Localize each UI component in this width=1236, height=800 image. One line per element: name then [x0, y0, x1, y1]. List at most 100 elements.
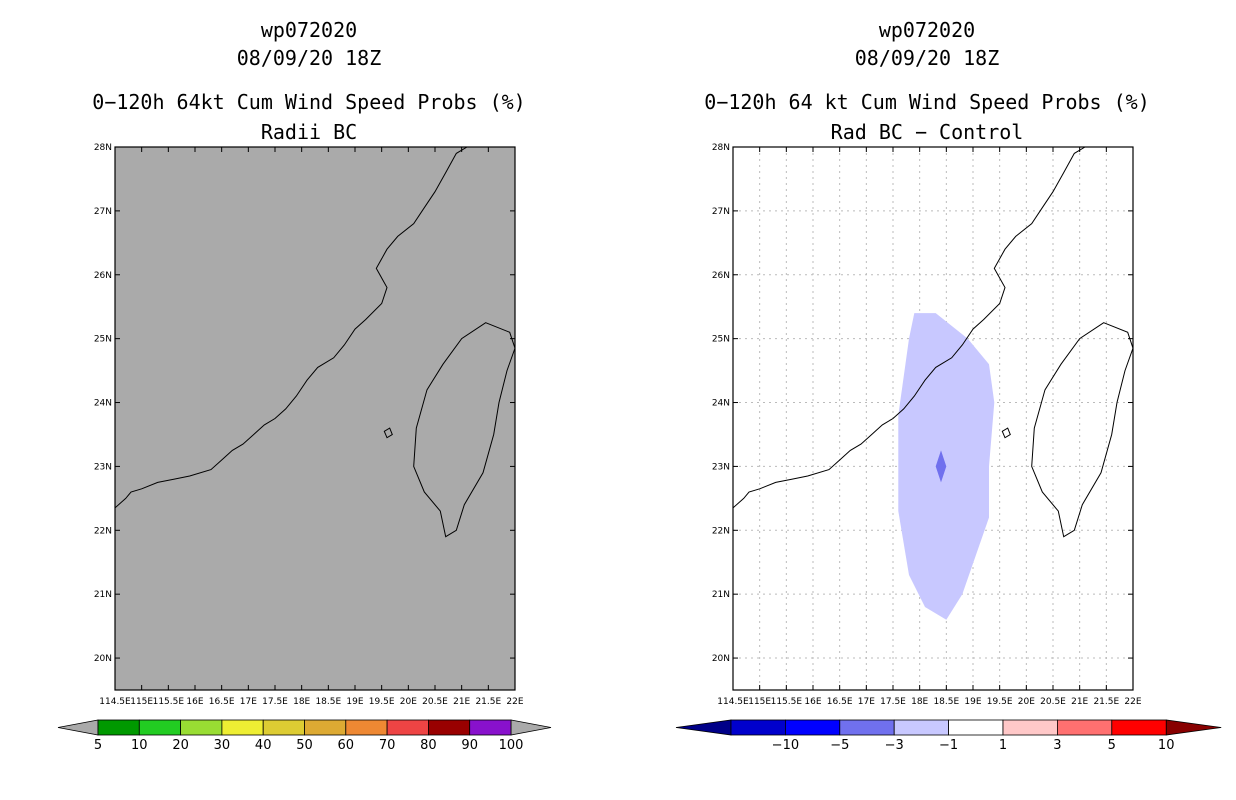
colorbar-label: −3 [885, 738, 904, 753]
x-tick-label: 19E [346, 697, 363, 707]
colorbar-label: 60 [338, 738, 355, 753]
coastline-island [1001, 427, 1011, 439]
left-map: 20N 21N 22N 23N 24N 25N 26N 27N 28N 114.5E 115E 115… [57, 143, 552, 753]
x-tick-label: 115E [748, 697, 771, 707]
panel-title-datetime: 08/09/20 18Z [236, 46, 382, 70]
colorbar-swatch [1111, 719, 1167, 736]
colorbar-end-left [675, 719, 732, 736]
colorbar-label: 30 [214, 738, 231, 753]
map-content [115, 147, 515, 538]
y-tick-label: 27N [712, 207, 730, 217]
y-tick-label: 20N [94, 654, 112, 664]
x-tick-label: 114.5E [717, 697, 749, 707]
x-tick-label: 16.5E [209, 697, 235, 707]
y-tick-label: 23N [94, 462, 112, 472]
colorbar-label: −1 [939, 738, 958, 753]
y-tick-label: 25N [94, 335, 112, 345]
colorbar-label: 100 [499, 738, 524, 753]
panel-subtitle: Radii BC [260, 120, 358, 144]
colorbar-label: 20 [172, 738, 189, 753]
right-panel: wp072020 08/09/20 18Z 0−120h 64 kt Cum W… [618, 0, 1236, 800]
x-tick-label: 20.5E [422, 697, 448, 707]
colorbar-label: 50 [296, 738, 313, 753]
colorbar-swatch [138, 719, 182, 736]
x-tick-label: 19.5E [987, 697, 1013, 707]
x-tick-label: 20E [400, 697, 417, 707]
colorbar-swatch [839, 719, 895, 736]
contour-region [898, 313, 995, 620]
colorbar-swatch [221, 719, 264, 736]
coastline-island [383, 427, 393, 439]
colorbar-end-right [510, 719, 552, 736]
colorbar-swatch [427, 719, 471, 736]
right-map: 20N 21N 22N 23N 24N 25N 26N 27N 28N 114.5E 115E 115… [675, 143, 1222, 753]
y-tick-label: 20N [712, 654, 730, 664]
x-tick-label: 21.5E [1093, 697, 1119, 707]
x-tick-label: 17.5E [880, 697, 906, 707]
y-tick-label: 27N [94, 207, 112, 217]
colorbar-label: 90 [461, 738, 478, 753]
x-tick-label: 18.5E [933, 697, 959, 707]
x-tick-label: 22E [1124, 697, 1141, 707]
x-tick-label: 21.5E [475, 697, 501, 707]
map-background [115, 147, 515, 690]
map-content [733, 147, 1133, 690]
x-tick-label: 18E [911, 697, 928, 707]
x-tick-label: 18E [293, 697, 310, 707]
colorbar-swatch [1056, 719, 1113, 736]
panel-title-datetime: 08/09/20 18Z [854, 46, 1000, 70]
colorbar-label: 10 [1158, 738, 1175, 753]
colorbar-swatch [304, 719, 347, 736]
coastline-taiwan [413, 322, 515, 538]
x-tick-label: 19.5E [369, 697, 395, 707]
map-frame [114, 146, 516, 691]
colorbar-swatch [730, 719, 786, 736]
panel-subtitle: Rad BC − Control [830, 120, 1024, 144]
colorbar-label: 80 [420, 738, 437, 753]
y-tick-label: 23N [712, 462, 730, 472]
x-tick-label: 21E [453, 697, 470, 707]
colorbar-swatch [386, 719, 429, 736]
colorbar-swatch [262, 719, 305, 736]
y-tick-label: 21N [712, 590, 730, 600]
y-tick-label: 28N [94, 143, 112, 153]
x-tick-label: 16E [186, 697, 203, 707]
panel-title-product: 0−120h 64 kt Cum Wind Speed Probs (%) [704, 90, 1150, 114]
colorbar-swatch [180, 719, 223, 736]
colorbar-label: 10 [131, 738, 148, 753]
colorbar-swatch [345, 719, 388, 736]
y-tick-label: 26N [94, 271, 112, 281]
x-tick-label: 18.5E [315, 697, 341, 707]
y-tick-label: 28N [712, 143, 730, 153]
colorbar-label: 70 [379, 738, 396, 753]
coastline-mainland [115, 147, 468, 509]
colorbar-label: 40 [255, 738, 272, 753]
colorbar-swatch [893, 719, 950, 736]
colorbar-swatch [1002, 719, 1058, 736]
x-tick-label: 17.5E [262, 697, 288, 707]
colorbar-end-right [1165, 719, 1222, 736]
x-tick-label: 115.5E [771, 697, 803, 707]
x-tick-label: 115.5E [153, 697, 185, 707]
y-tick-label: 26N [712, 271, 730, 281]
y-tick-label: 21N [94, 590, 112, 600]
y-tick-label: 25N [712, 335, 730, 345]
x-tick-label: 114.5E [99, 697, 131, 707]
colorbar-label: −10 [772, 738, 799, 753]
colorbar-label: 5 [1108, 738, 1116, 753]
colorbar-swatch [469, 719, 512, 736]
x-tick-label: 17E [858, 697, 875, 707]
colorbar-label: 5 [94, 738, 102, 753]
coastline-taiwan [1031, 322, 1133, 538]
left-panel: wp072020 08/09/20 18Z 0−120h 64kt Cum Wi… [57, 18, 552, 753]
map-frame [732, 146, 1134, 691]
colorbar-swatch [97, 719, 140, 736]
x-tick-label: 19E [964, 697, 981, 707]
colorbar-end-left [57, 719, 99, 736]
x-tick-label: 20.5E [1040, 697, 1066, 707]
coastline-mainland [733, 147, 1086, 509]
x-tick-label: 17E [240, 697, 257, 707]
colorbar-swatch [948, 719, 1004, 736]
y-tick-label: 24N [94, 399, 112, 409]
colorbar-swatch [784, 719, 841, 736]
